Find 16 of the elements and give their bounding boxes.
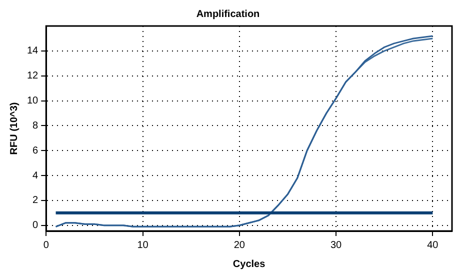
x-axis-title: Cycles (232, 258, 266, 270)
x-tick-label: 40 (427, 240, 439, 251)
x-tick-label: 10 (137, 240, 149, 251)
y-tick-label: 8 (32, 120, 39, 132)
x-tick-label: 0 (43, 240, 50, 251)
y-tick-label: 10 (27, 96, 39, 107)
y-axis-title: RFU (10^3) (8, 102, 20, 155)
x-tick-label: 30 (330, 240, 342, 251)
y-tick-label: 12 (27, 70, 39, 82)
y-tick-label: 14 (27, 46, 39, 57)
x-tick-label: 20 (234, 240, 246, 251)
y-tick-label: 2 (32, 195, 39, 206)
y-tick-label: 6 (32, 145, 39, 156)
y-tick-label: 0 (32, 220, 39, 232)
y-tick-label: 4 (32, 170, 39, 182)
chart-title: Amplification (196, 8, 260, 20)
